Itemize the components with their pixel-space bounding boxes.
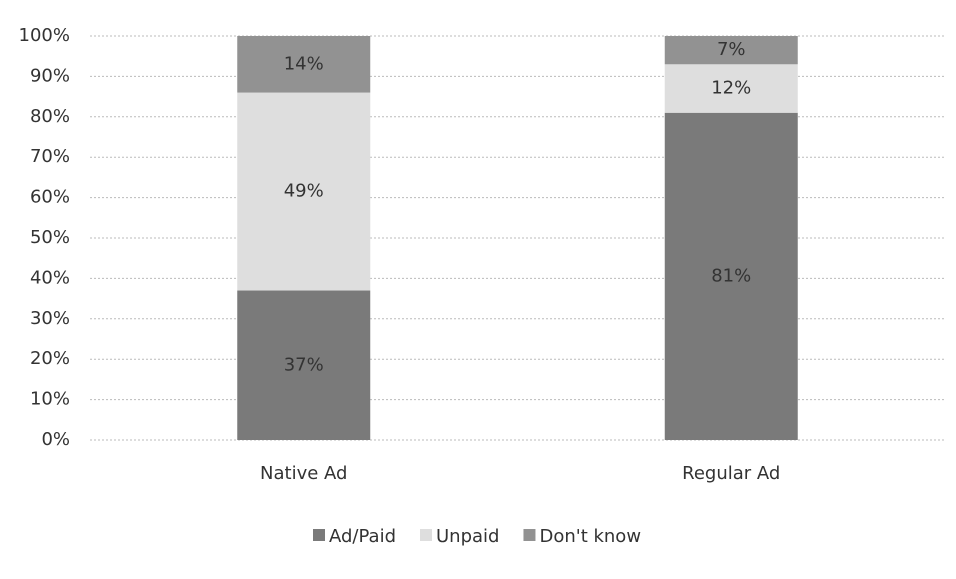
legend-label: Unpaid: [436, 526, 499, 547]
y-tick-label: 70%: [30, 146, 70, 167]
y-tick-label: 100%: [19, 25, 70, 46]
y-tick-label: 40%: [30, 267, 70, 288]
y-tick-label: 0%: [41, 429, 70, 450]
y-tick-label: 90%: [30, 65, 70, 86]
y-tick-label: 60%: [30, 187, 70, 208]
legend-swatch: [420, 529, 432, 541]
data-label: 37%: [284, 354, 324, 375]
y-tick-label: 30%: [30, 308, 70, 329]
bar-segment: [237, 92, 371, 291]
bar-segment: [237, 290, 371, 440]
data-label: 14%: [284, 53, 324, 74]
bar-segment: [664, 112, 798, 440]
data-label: 12%: [711, 78, 751, 99]
legend-label: Don't know: [539, 526, 641, 547]
data-label: 81%: [711, 265, 751, 286]
bar-segment: [237, 36, 371, 93]
data-label: 7%: [717, 39, 746, 60]
data-label: 49%: [284, 181, 324, 202]
legend-swatch: [523, 529, 536, 541]
x-tick-label: Native Ad: [260, 463, 347, 484]
y-tick-label: 50%: [30, 227, 70, 248]
bar-segment: [664, 64, 798, 113]
y-tick-label: 80%: [30, 106, 70, 127]
legend-label: Ad/Paid: [329, 526, 396, 547]
y-tick-label: 10%: [30, 389, 70, 410]
legend-swatch: [313, 529, 325, 541]
x-tick-label: Regular Ad: [682, 463, 780, 484]
y-tick-label: 20%: [30, 348, 70, 369]
bar-segment: [664, 36, 798, 65]
